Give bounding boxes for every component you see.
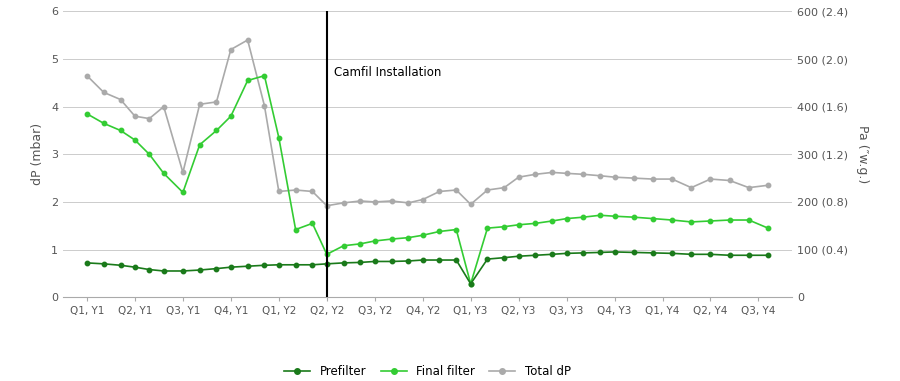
Legend: Prefilter, Final filter, Total dP: Prefilter, Final filter, Total dP <box>280 360 575 381</box>
Y-axis label: Pa (″w.g.): Pa (″w.g.) <box>856 125 868 183</box>
Text: Camfil Installation: Camfil Installation <box>334 66 441 79</box>
Y-axis label: dP (mbar): dP (mbar) <box>32 123 44 186</box>
